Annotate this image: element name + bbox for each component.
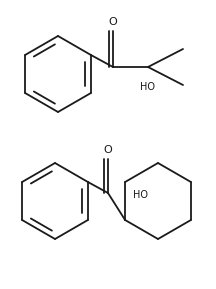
Text: O: O: [104, 145, 112, 155]
Text: HO: HO: [133, 190, 148, 200]
Text: O: O: [109, 17, 117, 27]
Text: HO: HO: [140, 82, 155, 92]
